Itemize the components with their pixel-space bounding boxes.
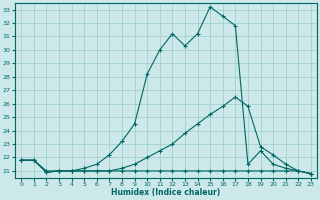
X-axis label: Humidex (Indice chaleur): Humidex (Indice chaleur) — [111, 188, 221, 197]
